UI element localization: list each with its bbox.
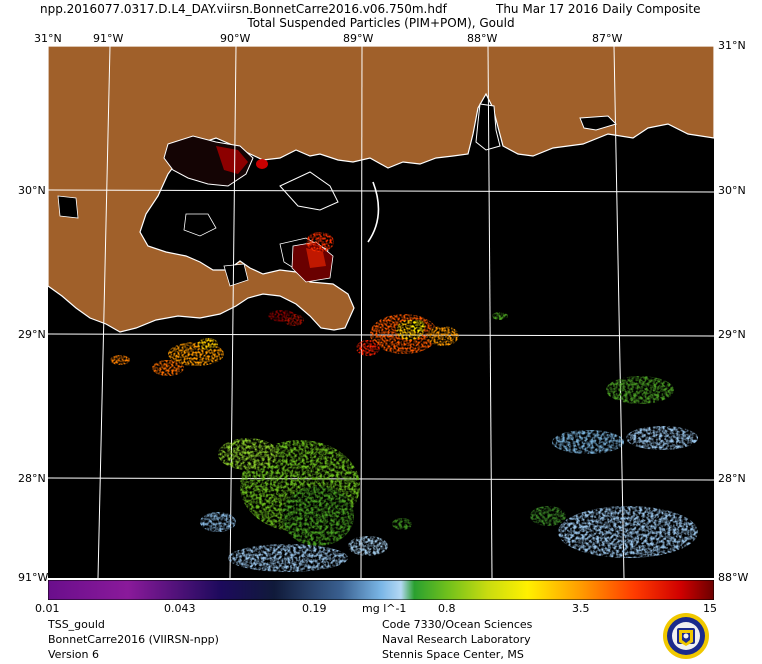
lat-label-30n-right: 30°N	[718, 184, 746, 197]
inland-water-patch	[183, 213, 217, 237]
pensacola-bay	[579, 115, 617, 131]
tss-map	[48, 46, 714, 578]
lake-tss-patch	[216, 146, 248, 174]
tss-plume-mississippi	[356, 314, 459, 356]
footer-left: TSS_gould BonnetCarre2016 (VIIRSN-npp) V…	[48, 617, 219, 662]
date-label: Thu Mar 17 2016 Daily Composite	[496, 2, 701, 16]
chandeleur-islands	[367, 181, 380, 243]
mississippi-delta-water	[306, 248, 326, 268]
colorbar-tick-4: 3.5	[572, 602, 590, 615]
tss-plume-west	[110, 338, 224, 376]
lake-pontchartrain	[163, 135, 254, 187]
lat-label-29n-left: 29°N	[18, 328, 46, 341]
mobile-bay	[475, 103, 501, 151]
footer-dataset: BonnetCarre2016 (VIIRSN-npp)	[48, 633, 219, 646]
lat-label-30n-left: 30°N	[18, 184, 46, 197]
tss-lightblue-patches	[200, 426, 698, 572]
corner-label-bottom-right: 88°W	[718, 571, 749, 584]
colorbar-tick-3: 0.8	[438, 602, 456, 615]
corner-label-bottom-left: 91°W	[18, 571, 49, 584]
colorbar-tick-1: 0.043	[164, 602, 196, 615]
product-filename: npp.2016077.0317.D.L4_DAY.viirsn.BonnetC…	[40, 2, 447, 16]
colorbar	[48, 580, 714, 600]
colorbar-tick-0: 0.01	[35, 602, 60, 615]
lat-label-29n-right: 29°N	[718, 328, 746, 341]
corner-label-top-left: 31°N	[34, 32, 62, 45]
corner-label-top-right: 31°N	[718, 39, 746, 52]
footer-version: Version 6	[48, 648, 99, 661]
navy-seal-logo	[663, 613, 709, 659]
footer-code: Code 7330/Ocean Sciences	[382, 618, 533, 631]
lon-label-90w: 90°W	[220, 32, 251, 45]
lon-label-88w: 88°W	[467, 32, 498, 45]
footer-lab: Naval Research Laboratory	[382, 633, 531, 646]
colorbar-tick-2: 0.19	[302, 602, 327, 615]
lake-tss-patch	[256, 159, 268, 169]
land-mass	[48, 46, 714, 333]
inland-water-patch	[223, 263, 249, 287]
inland-water-patch	[57, 195, 79, 219]
footer-location: Stennis Space Center, MS	[382, 648, 524, 661]
graticule	[48, 46, 714, 578]
lon-label-89w: 89°W	[343, 32, 374, 45]
tss-green-patches	[218, 312, 674, 546]
colorbar-unit: mg l^-1	[362, 602, 407, 615]
product-subtitle: Total Suspended Particles (PIM+POM), Gou…	[247, 16, 515, 30]
footer-product-name: TSS_gould	[48, 618, 105, 631]
lat-label-28n-right: 28°N	[718, 472, 746, 485]
tss-plume-breton	[268, 232, 334, 326]
colorbar-tick-5: 15	[703, 602, 717, 615]
footer-right: Code 7330/Ocean Sciences Naval Research …	[382, 617, 532, 662]
lon-label-87w: 87°W	[592, 32, 623, 45]
lat-label-28n-left: 28°N	[18, 472, 46, 485]
lon-label-91w: 91°W	[93, 32, 124, 45]
